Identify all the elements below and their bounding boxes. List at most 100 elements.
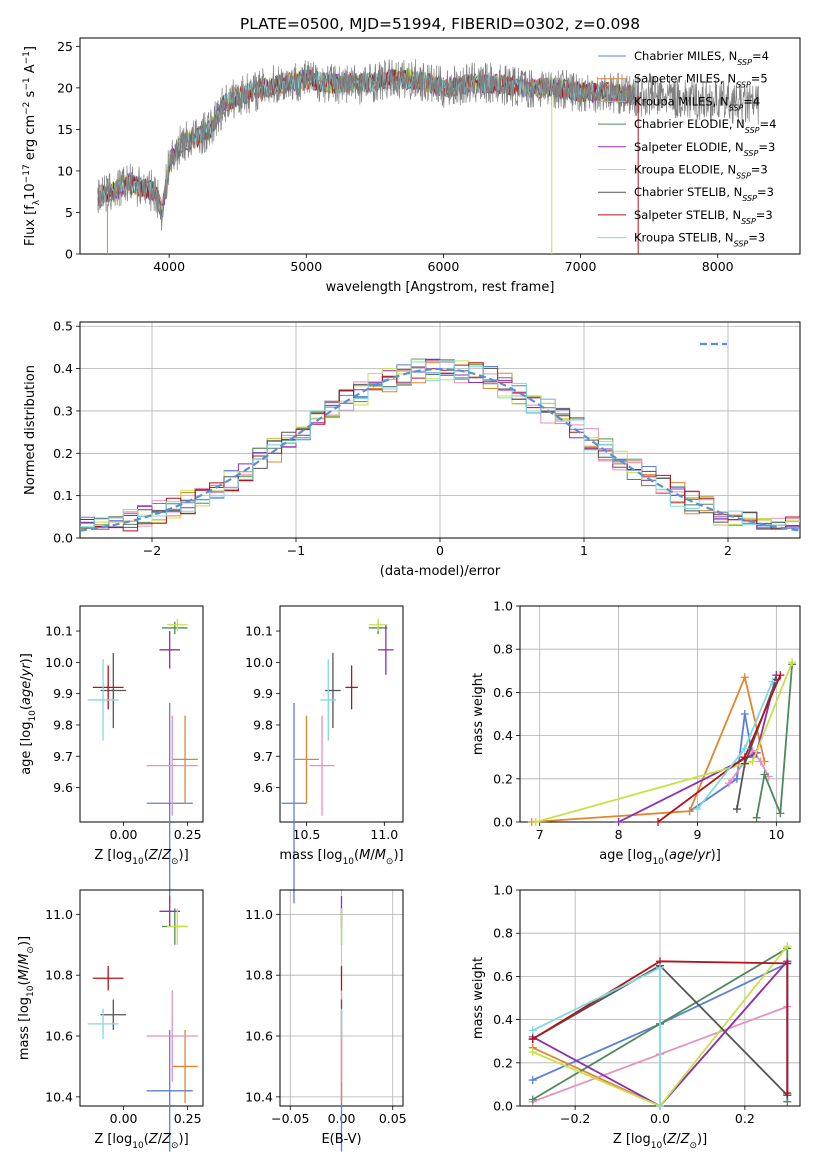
legend-label-part: =3	[757, 185, 774, 199]
label-part: [log	[17, 997, 32, 1022]
label-part: −17	[22, 164, 32, 183]
label-part: )]	[393, 848, 403, 863]
weight-marker	[528, 1095, 537, 1104]
x-tick-label: 10.5	[293, 827, 321, 842]
label-part: (	[664, 848, 669, 863]
legend-label: Chabrier MILES, NSSP=4	[634, 49, 769, 67]
y-tick-label: 15	[57, 122, 73, 137]
weight-marker	[783, 1089, 792, 1098]
legend-label: Kroupa STELIB, NSSP=3	[634, 231, 765, 249]
weight-marker	[693, 805, 702, 814]
x-axis-label: wavelength [Angstrom, rest frame]	[326, 280, 555, 295]
x-tick-label: −1	[287, 543, 305, 558]
x-tick-label: −0.2	[560, 1111, 590, 1126]
label-part: /	[370, 848, 375, 863]
label-part: [log	[318, 848, 343, 863]
legend-label-part: =3	[748, 231, 765, 245]
mass-weight-vs-metallicity-panel: −0.2 0.0 0.20.00.20.40.60.81.0Z [log10(Z/Z…	[471, 883, 801, 1151]
weight-line	[755, 664, 793, 818]
weight-line	[689, 713, 754, 812]
weight-marker	[756, 757, 765, 766]
weight-marker	[528, 1076, 537, 1085]
label-part: )]	[697, 1132, 707, 1147]
label-part: 10	[132, 1141, 144, 1151]
legend-label-part: Chabrier MILES, N	[634, 49, 737, 63]
x-axis-label: (data-model)/error	[380, 564, 501, 579]
legend-label: Salpeter ELODIE, NSSP=3	[634, 140, 775, 158]
label-part: ⊙	[386, 857, 394, 867]
weight-marker	[656, 1102, 664, 1110]
spectrum-panel: 4000 5000 6000 7000 8000 0 5 10 15 20 25 wavelength…	[22, 37, 801, 295]
legend-label-part: Chabrier STELIB, N	[634, 185, 742, 199]
label-part: yr	[697, 848, 713, 863]
label-part: Z	[680, 1132, 691, 1147]
label-part: (data-model)/error	[380, 564, 501, 579]
weight-marker	[732, 774, 741, 783]
weight-marker	[748, 757, 757, 766]
weight-marker	[531, 818, 540, 826]
y-axis-label: mass weight	[471, 673, 486, 755]
x-tick-label: 1	[580, 543, 588, 558]
label-part: (	[17, 980, 32, 985]
label-part: M	[17, 969, 32, 980]
normal-curve	[80, 367, 800, 532]
label-part: 10	[26, 985, 36, 997]
label-part: )]	[179, 1132, 189, 1147]
legend-label-part: SSP	[742, 194, 757, 203]
y-tick-label: 0.4	[53, 361, 73, 376]
label-part: 10	[343, 857, 355, 867]
legend-label-part: Kroupa MILES, N	[634, 94, 729, 108]
weight-marker	[740, 710, 749, 718]
y-tick-label: 0.4	[493, 728, 513, 743]
legend-label-part: =4	[752, 49, 769, 63]
x-tick-label: −0.05	[271, 1111, 309, 1126]
weight-marker	[776, 809, 785, 818]
label-part: age	[669, 848, 693, 863]
label-part: (	[144, 848, 149, 863]
y-tick-label: 9.8	[253, 717, 273, 732]
legend-label: Kroupa MILES, NSSP=4	[634, 94, 760, 112]
axes-frame	[79, 889, 204, 1107]
axes-frame	[79, 321, 801, 539]
y-tick-label: 11.0	[245, 907, 273, 922]
weight-marker	[788, 658, 797, 667]
y-tick-label: 0.2	[493, 1055, 513, 1070]
x-tick-label: 8000	[702, 259, 734, 274]
x-tick-label: 0.25	[174, 1111, 202, 1126]
label-part: /	[693, 848, 698, 863]
legend-label-part: Kroupa STELIB, N	[634, 231, 734, 245]
label-part: −2	[22, 102, 32, 115]
y-tick-label: 20	[57, 80, 73, 95]
legend-label: Chabrier STELIB, NSSP=3	[634, 185, 774, 203]
weight-marker	[740, 744, 749, 753]
legend-label-part: SSP	[745, 126, 760, 135]
y-tick-label: 9.6	[53, 780, 73, 795]
label-part: yr	[19, 662, 34, 678]
label-part: mass	[279, 848, 317, 863]
label-part: ]	[23, 46, 38, 51]
y-tick-label: 0.8	[493, 926, 513, 941]
label-part: Z	[148, 848, 159, 863]
label-part: M	[17, 954, 32, 965]
legend-label-part: Salpeter MILES, N	[634, 72, 736, 86]
label-part: )]	[19, 653, 34, 663]
x-tick-label: 7000	[565, 259, 597, 274]
label-part: M	[359, 848, 370, 863]
y-tick-label: 0.0	[493, 1099, 513, 1114]
label-part: ⊙	[171, 857, 179, 867]
weight-line	[532, 966, 661, 1106]
x-axis-label: Z [log10(Z/Z⊙)]	[94, 848, 188, 867]
legend-label-part: =3	[756, 208, 773, 222]
y-tick-label: 0.0	[493, 815, 513, 830]
x-tick-label: 0.05	[379, 1111, 407, 1126]
histogram-lines	[80, 358, 800, 532]
y-tick-label: 9.9	[253, 686, 273, 701]
label-part: (	[662, 1132, 667, 1147]
legend-label: Salpeter STELIB, NSSP=3	[634, 208, 773, 226]
y-tick-label: 9.7	[253, 749, 273, 764]
legend-label-part: SSP	[737, 58, 752, 67]
label-part: /	[676, 1132, 681, 1147]
label-part: 10	[652, 857, 664, 867]
